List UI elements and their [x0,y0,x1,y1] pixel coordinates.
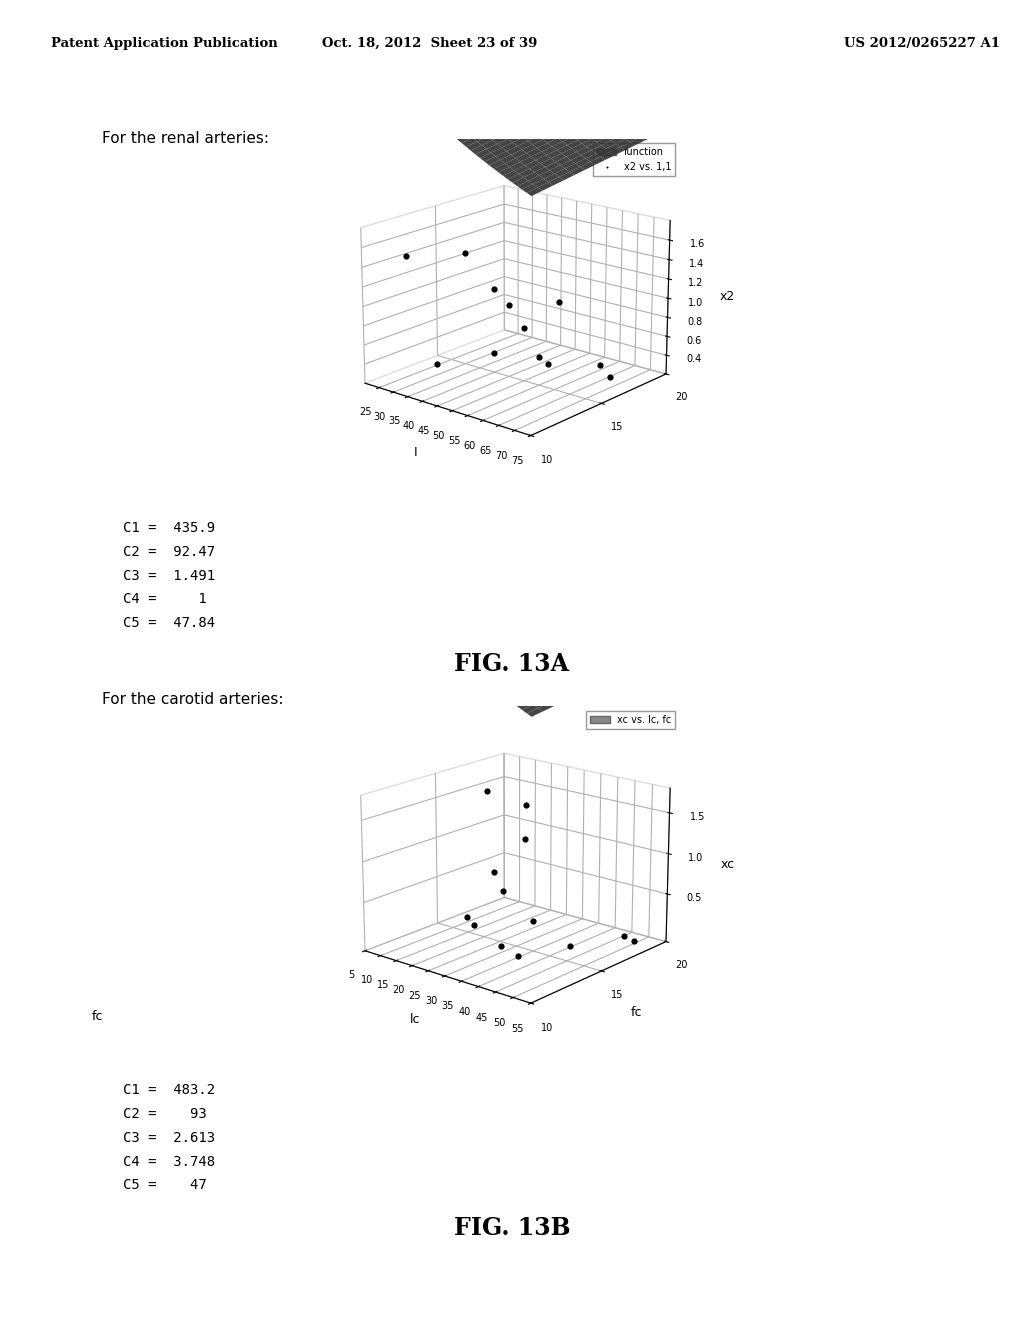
Text: FIG. 13B: FIG. 13B [454,1216,570,1239]
Text: US 2012/0265227 A1: US 2012/0265227 A1 [844,37,999,50]
X-axis label: lc: lc [410,1014,421,1026]
Text: C3 =  2.613: C3 = 2.613 [123,1131,215,1144]
Text: C3 =  1.491: C3 = 1.491 [123,569,215,582]
Legend: xc vs. lc, fc: xc vs. lc, fc [586,711,676,729]
Text: fc: fc [91,1010,103,1023]
Text: C2 =  92.47: C2 = 92.47 [123,545,215,558]
Y-axis label: fc: fc [631,1006,642,1019]
Text: FIG. 13A: FIG. 13A [455,652,569,676]
Text: C1 =  435.9: C1 = 435.9 [123,521,215,535]
Text: C1 =  483.2: C1 = 483.2 [123,1084,215,1097]
Text: For the carotid arteries:: For the carotid arteries: [102,692,284,708]
X-axis label: I: I [414,446,417,458]
Text: C5 =    47: C5 = 47 [123,1179,207,1192]
Text: C2 =    93: C2 = 93 [123,1107,207,1121]
Text: C5 =  47.84: C5 = 47.84 [123,616,215,630]
Text: Patent Application Publication: Patent Application Publication [51,37,278,50]
Text: C4 =     1: C4 = 1 [123,593,207,606]
Text: Oct. 18, 2012  Sheet 23 of 39: Oct. 18, 2012 Sheet 23 of 39 [323,37,538,50]
Legend: function, x2 vs. 1,1: function, x2 vs. 1,1 [593,144,676,176]
Text: C4 =  3.748: C4 = 3.748 [123,1155,215,1168]
Text: For the renal arteries:: For the renal arteries: [102,131,269,147]
